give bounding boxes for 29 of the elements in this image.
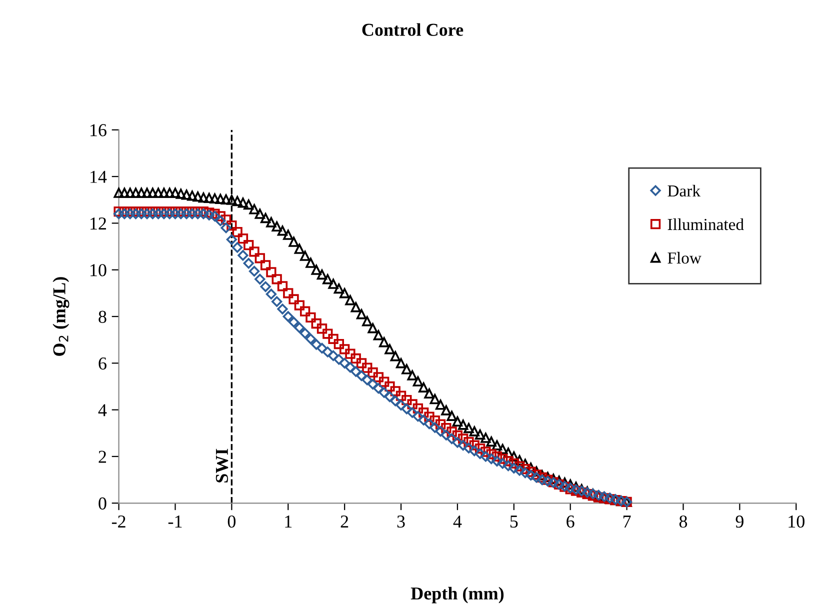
y-tick-label: 0	[98, 497, 106, 510]
legend-label: Illuminated	[668, 218, 744, 230]
x-tick-label: 2	[340, 516, 348, 528]
y-tick-label: 14	[90, 170, 107, 183]
legend-label: Dark	[668, 184, 701, 197]
x-tick-label: 9	[736, 516, 744, 528]
x-tick-label: 10	[788, 515, 804, 528]
y-tick-label: 10	[90, 264, 106, 276]
x-tick-label: 1	[285, 516, 292, 528]
y-axis-title: O$_{2}$ (mg/L)	[52, 277, 70, 356]
y-tick-label: 4	[98, 404, 107, 416]
x-tick-label: 8	[679, 515, 688, 528]
x-tick-label: -1	[168, 516, 182, 528]
y-tick-label: 2	[98, 450, 106, 463]
legend-label: Flow	[668, 252, 702, 264]
y-tick-label: 6	[98, 357, 106, 370]
x-tick-label: 6	[566, 516, 574, 528]
x-tick-label: 0	[228, 515, 236, 528]
ref-line-label: SWI	[216, 448, 228, 482]
x-tick-label: -2	[112, 516, 126, 528]
y-tick-label: 8	[98, 310, 106, 323]
x-tick-label: 5	[510, 516, 518, 528]
x-tick-label: 4	[453, 516, 462, 528]
chart-title: Control Core	[362, 23, 464, 36]
y-tick-label: 12	[90, 217, 106, 230]
x-tick-label: 3	[397, 516, 405, 528]
x-tick-label: 7	[623, 516, 631, 528]
x-axis-title: Depth (mm)	[410, 586, 504, 604]
y-tick-label: 16	[90, 124, 106, 136]
